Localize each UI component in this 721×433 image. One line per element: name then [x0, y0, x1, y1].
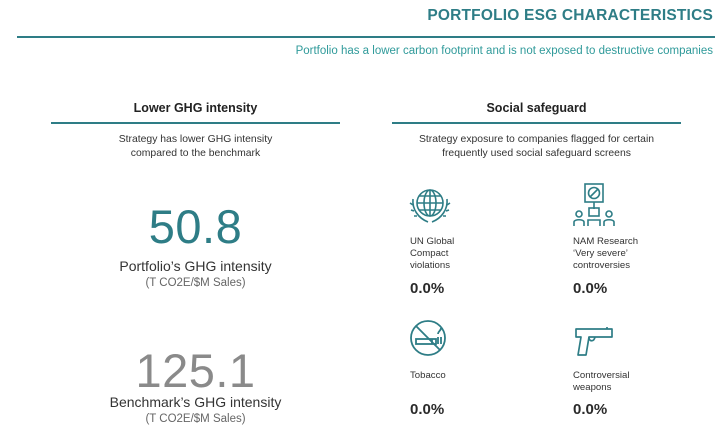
controversial-weapons-label: Controversial weapons [573, 370, 630, 394]
controversial-weapons-label-line: weapons [573, 382, 612, 393]
no-smoking-icon [408, 318, 448, 358]
un-global-compact-value: 0.0% [410, 280, 445, 297]
ghg-section-description: Strategy has lower GHG intensity compare… [51, 133, 340, 161]
ghg-desc-line-2: compared to the benchmark [130, 148, 261, 159]
nam-research-label: NAM Research ‘Very severe’ controversies [573, 236, 638, 272]
social-section-description: Strategy exposure to companies flagged f… [392, 133, 681, 161]
social-section-heading: Social safeguard [486, 101, 587, 115]
nam-research-label-line: ‘Very severe’ [573, 248, 628, 259]
protest-group-icon [572, 182, 616, 228]
un-global-compact-label-line: violations [410, 260, 450, 271]
social-desc-line-2: frequently used social safeguard screens [442, 148, 631, 159]
benchmark-ghg-value: 125.1 [135, 344, 256, 397]
controversial-weapons-value: 0.0% [573, 401, 608, 418]
tobacco-label: Tobacco [410, 370, 446, 382]
un-global-compact-label-line: UN Global [410, 236, 455, 247]
page-title: PORTFOLIO ESG CHARACTERISTICS [427, 7, 713, 24]
nam-research-label-line: controversies [573, 260, 631, 271]
ghg-desc-line-1: Strategy has lower GHG intensity [118, 134, 273, 145]
ghg-section-heading: Lower GHG intensity [133, 101, 258, 115]
ghg-section-rule [51, 122, 340, 124]
portfolio-ghg-unit: (T CO2E/$M Sales) [145, 277, 246, 289]
controversial-weapons-label-line: Controversial [573, 370, 630, 381]
un-global-compact-label-line: Compact [410, 248, 449, 259]
nam-research-value: 0.0% [573, 280, 608, 297]
header-divider [17, 36, 715, 38]
page-subtitle: Portfolio has a lower carbon footprint a… [295, 45, 713, 57]
pistol-icon [573, 324, 615, 358]
benchmark-ghg-unit: (T CO2E/$M Sales) [145, 413, 246, 425]
social-desc-line-1: Strategy exposure to companies flagged f… [418, 134, 655, 145]
nam-research-label-line: NAM Research [573, 236, 639, 247]
un-global-compact-label: UN Global Compact violations [410, 236, 454, 272]
tobacco-label-line: Tobacco [410, 370, 446, 381]
benchmark-ghg-label: Benchmark’s GHG intensity [109, 394, 282, 410]
globe-laurel-icon [408, 183, 452, 227]
social-section-rule [392, 122, 681, 124]
portfolio-ghg-value: 50.8 [148, 200, 243, 253]
tobacco-value: 0.0% [410, 401, 445, 418]
portfolio-ghg-label: Portfolio’s GHG intensity [119, 258, 272, 274]
